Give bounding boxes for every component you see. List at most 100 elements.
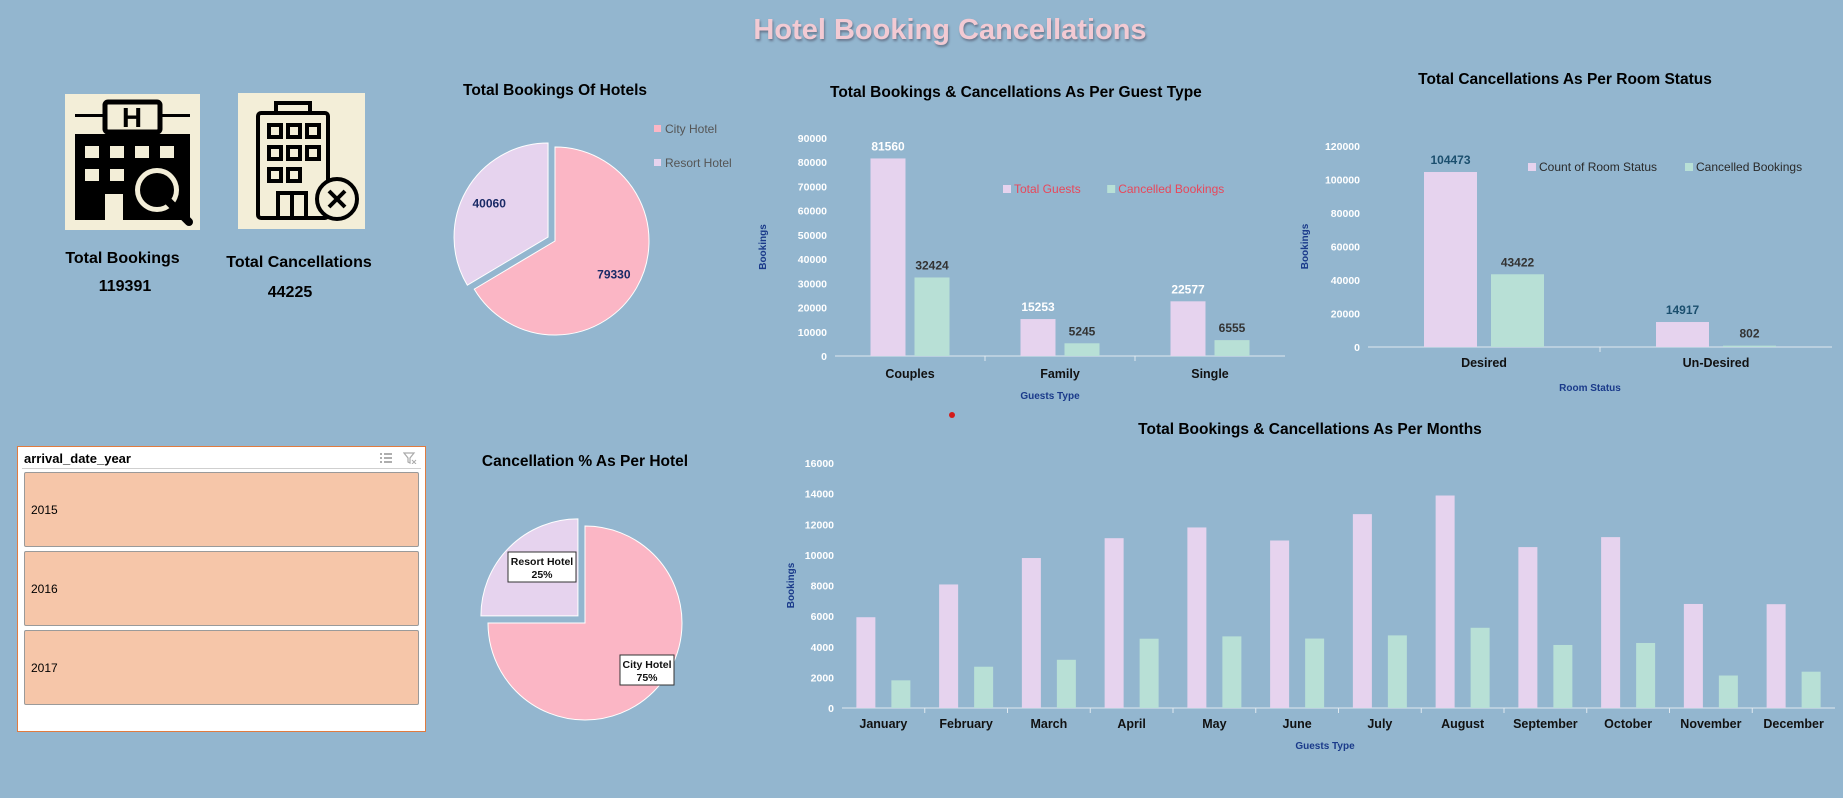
bar-data-label: 104473 bbox=[1430, 153, 1470, 167]
legend-label: Resort Hotel bbox=[665, 156, 732, 170]
guest-type-bar-chart: 0 10000 20000 30000 40000 50000 60000 70000 8000… bbox=[758, 133, 1285, 402]
y-tick-label: 120000 bbox=[1325, 141, 1360, 153]
x-category-label: July bbox=[1367, 717, 1392, 731]
bar-data-label: 15253 bbox=[1021, 300, 1055, 314]
svg-text:H: H bbox=[122, 102, 142, 133]
bar-secondary bbox=[891, 680, 911, 708]
total-cancellations-label: Total Cancellations bbox=[226, 254, 372, 271]
y-tick-label: 90000 bbox=[798, 133, 827, 145]
bar-primary bbox=[1656, 322, 1709, 347]
total-bookings-label: Total Bookings bbox=[65, 250, 180, 267]
y-tick-label: 14000 bbox=[805, 489, 834, 501]
x-axis-label: Guests Type bbox=[1020, 391, 1080, 402]
y-tick-label: 4000 bbox=[811, 642, 835, 654]
bar-primary bbox=[1435, 495, 1455, 708]
slicer-title: arrival_date_year bbox=[24, 451, 131, 466]
y-tick-label: 10000 bbox=[798, 327, 827, 339]
y-axis-label: Bookings bbox=[758, 224, 769, 270]
building-cancel-icon bbox=[238, 93, 365, 229]
x-category-label: Couples bbox=[885, 367, 934, 381]
bar-secondary bbox=[1470, 627, 1490, 708]
y-tick-label: 50000 bbox=[798, 230, 827, 242]
bar-primary bbox=[1170, 301, 1206, 356]
room-status-chart-title: Total Cancellations As Per Room Status bbox=[1418, 71, 1712, 88]
bar-primary bbox=[1352, 514, 1372, 708]
legend-swatch bbox=[1107, 185, 1116, 193]
x-category-label: January bbox=[859, 717, 907, 731]
y-axis-label: Bookings bbox=[786, 562, 797, 608]
bar-secondary bbox=[1064, 343, 1100, 356]
clear-filter-icon[interactable] bbox=[402, 451, 417, 465]
slicer-item-2015[interactable]: 2015 bbox=[24, 472, 419, 547]
bar-data-label: 6555 bbox=[1219, 321, 1246, 335]
bar-primary bbox=[1020, 319, 1056, 356]
bar-data-label: 5245 bbox=[1069, 324, 1096, 338]
legend-label: Cancelled Bookings bbox=[1696, 160, 1802, 174]
y-tick-label: 100000 bbox=[1325, 175, 1360, 187]
y-tick-label: 60000 bbox=[1331, 242, 1360, 254]
legend-swatch bbox=[654, 125, 661, 132]
slicer-divider bbox=[22, 468, 421, 469]
x-category-label: November bbox=[1680, 717, 1741, 731]
legend-swatch bbox=[1003, 185, 1011, 193]
bar-secondary bbox=[1723, 345, 1776, 347]
slicer-item-2017[interactable]: 2017 bbox=[24, 630, 419, 705]
bar-secondary bbox=[1139, 638, 1159, 708]
pie-data-label: 40060 bbox=[473, 197, 507, 211]
x-category-label: May bbox=[1202, 717, 1226, 731]
y-tick-label: 2000 bbox=[811, 672, 835, 684]
x-category-label: March bbox=[1030, 717, 1067, 731]
bar-data-label: 81560 bbox=[871, 139, 905, 153]
bar-primary bbox=[1424, 172, 1477, 347]
y-tick-label: 80000 bbox=[798, 157, 827, 169]
y-tick-label: 70000 bbox=[798, 181, 827, 193]
pie-callout-box bbox=[619, 654, 675, 686]
guest-type-chart-title: Total Bookings & Cancellations As Per Gu… bbox=[830, 84, 1202, 101]
bar-primary bbox=[1187, 527, 1207, 708]
bar-primary bbox=[1104, 538, 1124, 708]
bar-primary bbox=[870, 158, 906, 356]
pie-callout-box bbox=[507, 551, 577, 583]
bar-secondary bbox=[974, 666, 994, 708]
bar-data-label: 14917 bbox=[1666, 303, 1700, 317]
total-cancellations-value: 44225 bbox=[267, 284, 313, 301]
x-category-label: Single bbox=[1191, 367, 1229, 381]
room-status-bar-chart: 0 20000 40000 60000 80000 100000 120000 104473 4… bbox=[1300, 141, 1832, 394]
bar-primary bbox=[856, 617, 876, 708]
red-dot bbox=[949, 412, 955, 418]
y-tick-label: 0 bbox=[821, 351, 827, 363]
x-category-label: April bbox=[1117, 717, 1145, 731]
dashboard-title: Hotel Booking Cancellations bbox=[753, 14, 1147, 46]
legend-swatch bbox=[1528, 163, 1536, 171]
y-tick-label: 8000 bbox=[811, 581, 835, 593]
y-tick-label: 60000 bbox=[798, 206, 827, 218]
x-axis-label: Room Status bbox=[1559, 383, 1621, 394]
x-category-label: October bbox=[1604, 717, 1652, 731]
slicer-item-2016[interactable]: 2016 bbox=[24, 551, 419, 626]
hotel-bookings-pie-chart: 79330 40060 City Hotel Resort Hotel bbox=[453, 122, 732, 336]
legend-swatch bbox=[1685, 163, 1693, 171]
x-category-label: September bbox=[1513, 717, 1578, 731]
y-tick-label: 6000 bbox=[811, 611, 835, 623]
hotel-search-icon: H bbox=[65, 94, 200, 230]
x-category-label: Un-Desired bbox=[1683, 356, 1750, 370]
pie-data-label: 79330 bbox=[597, 267, 631, 281]
y-axis-label: Bookings bbox=[1300, 223, 1311, 269]
y-tick-label: 10000 bbox=[805, 550, 834, 562]
bar-primary bbox=[1766, 604, 1786, 708]
legend-label: City Hotel bbox=[665, 122, 717, 136]
legend-label: Total Guests bbox=[1014, 182, 1081, 196]
y-tick-label: 30000 bbox=[798, 278, 827, 290]
bar-primary bbox=[939, 584, 959, 708]
multi-select-icon[interactable] bbox=[379, 451, 393, 463]
months-chart-title: Total Bookings & Cancellations As Per Mo… bbox=[1138, 421, 1482, 438]
months-bar-chart: 0 2000 4000 6000 8000 10000 12000 14000 16000 Jan… bbox=[786, 458, 1835, 752]
pie-slice-resort-hotel bbox=[453, 142, 549, 286]
bar-secondary bbox=[1553, 644, 1573, 708]
x-axis-label: Guests Type bbox=[1295, 741, 1355, 752]
legend-label: Count of Room Status bbox=[1539, 160, 1657, 174]
pie-slice-city-hotel bbox=[473, 146, 650, 336]
pie-callout-label: Resort Hotel bbox=[511, 556, 574, 568]
x-category-label: December bbox=[1763, 717, 1824, 731]
